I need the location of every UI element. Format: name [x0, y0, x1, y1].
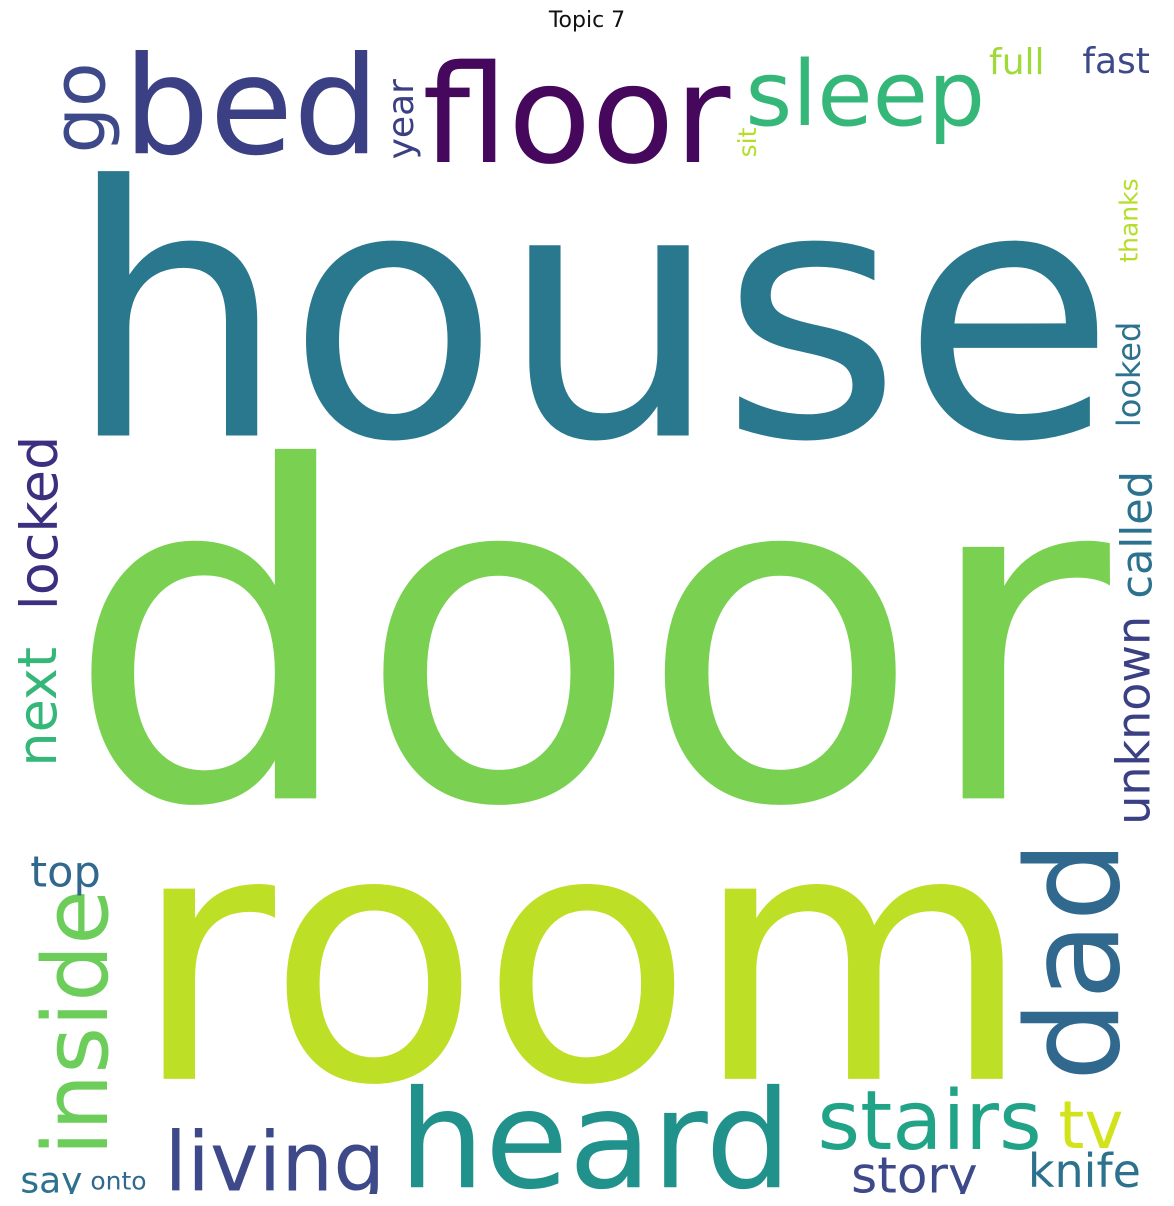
- word-heard: heard: [399, 1062, 792, 1194]
- word-say: say: [20, 1160, 82, 1194]
- word-called: called: [1113, 471, 1158, 599]
- chart-title: Topic 7: [548, 8, 626, 33]
- word-door: door: [66, 372, 1115, 907]
- word-year: year: [381, 79, 422, 160]
- word-stairs: stairs: [817, 1074, 1041, 1169]
- word-house: house: [66, 114, 1115, 519]
- word-bed: bed: [123, 44, 379, 186]
- word-next: next: [18, 647, 69, 767]
- word-floor: floor: [422, 44, 730, 195]
- word-cloud-canvas: door house room floor heard bed dad inside sleep…: [18, 44, 1158, 1194]
- word-dad: dad: [1000, 840, 1149, 1081]
- word-onto: onto: [90, 1167, 146, 1194]
- word-top: top: [30, 848, 100, 898]
- word-full: full: [989, 44, 1045, 83]
- word-looked: looked: [1110, 322, 1148, 427]
- word-living: living: [164, 1116, 385, 1194]
- word-story: story: [851, 1146, 977, 1194]
- word-sleep: sleep: [745, 44, 985, 147]
- word-fast: fast: [1082, 44, 1150, 82]
- word-unknown: unknown: [1107, 616, 1158, 825]
- word-room: room: [132, 757, 1032, 1162]
- word-tv: tv: [1059, 1087, 1124, 1164]
- word-inside: inside: [24, 889, 129, 1155]
- word-go: go: [38, 62, 123, 153]
- word-knife: knife: [1028, 1144, 1141, 1194]
- word-thanks: thanks: [1114, 178, 1143, 262]
- word-sit: sit: [733, 127, 762, 157]
- word-locked: locked: [18, 436, 70, 611]
